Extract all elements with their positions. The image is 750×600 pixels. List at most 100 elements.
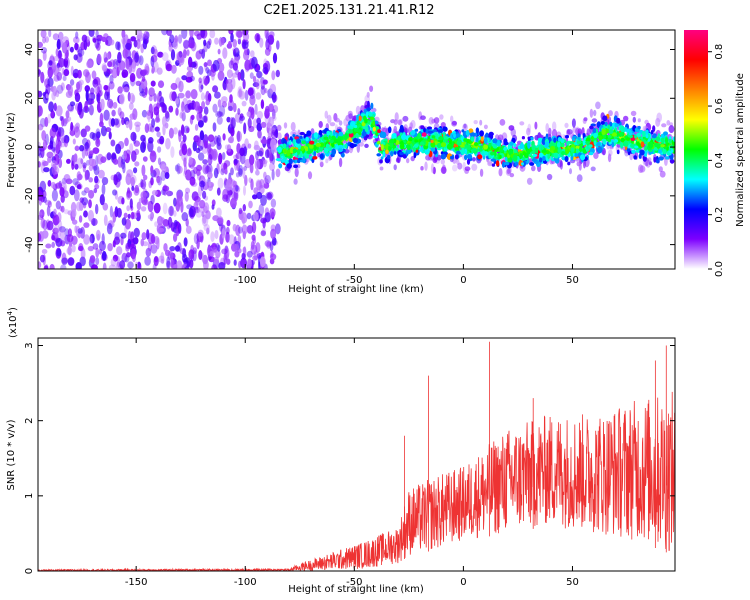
- heatmap-cell: [178, 130, 182, 143]
- heatmap-cell: [159, 96, 165, 107]
- heatmap-cell: [240, 69, 245, 81]
- x-tick-label: 0: [460, 577, 466, 588]
- heatmap-cell: [653, 156, 657, 163]
- heatmap-cell: [368, 112, 373, 117]
- heatmap-cell: [206, 69, 212, 77]
- heatmap-cell: [63, 174, 71, 183]
- heatmap-cell: [88, 235, 93, 245]
- heatmap-cell: [122, 37, 126, 50]
- heatmap-cell: [619, 141, 624, 149]
- heatmap-cell: [80, 158, 84, 165]
- heatmap-cell: [372, 120, 376, 126]
- heatmap-cell: [393, 138, 397, 144]
- heatmap-cell: [254, 140, 259, 150]
- heatmap-cell: [464, 166, 471, 171]
- heatmap-cell: [76, 201, 82, 212]
- heatmap-cell: [136, 201, 142, 211]
- heatmap-cell: [189, 30, 194, 38]
- heatmap-cell: [77, 69, 82, 79]
- heatmap-cell: [655, 144, 661, 148]
- heatmap-cell: [72, 178, 79, 186]
- heatmap-cell: [73, 153, 78, 163]
- x-tick-label: 50: [566, 275, 579, 286]
- heatmap-x-ticks: -150 -100 -50 0 50: [125, 30, 579, 286]
- heatmap-cell: [640, 141, 645, 148]
- heatmap-cell: [136, 210, 141, 218]
- heatmap-cell: [197, 120, 204, 128]
- heatmap-cell: [235, 185, 239, 192]
- heatmap-cell: [124, 137, 129, 147]
- heatmap-cell: [89, 255, 96, 264]
- heatmap-cell: [84, 149, 89, 157]
- heatmap-cell: [532, 153, 538, 157]
- heatmap-cell: [90, 218, 98, 226]
- heatmap-cell: [550, 145, 556, 151]
- heatmap-cell: [85, 89, 89, 102]
- heatmap-cell: [202, 163, 209, 175]
- heatmap-cell: [403, 124, 408, 133]
- heatmap-cell: [52, 61, 57, 70]
- heatmap-cell: [355, 105, 361, 115]
- heatmap-cell: [255, 92, 262, 100]
- heatmap-cell: [220, 168, 225, 176]
- heatmap-cell: [559, 160, 564, 170]
- heatmap-cell: [350, 120, 356, 127]
- heatmap-cell: [293, 178, 298, 185]
- heatmap-cell: [406, 148, 412, 155]
- heatmap-cell: [275, 69, 280, 78]
- heatmap-cell: [67, 228, 72, 237]
- heatmap-cell: [288, 139, 292, 146]
- heatmap-cell: [519, 121, 525, 126]
- heatmap-cell: [142, 156, 148, 162]
- heatmap-cell: [659, 170, 666, 178]
- heatmap-cell: [142, 138, 147, 150]
- heatmap-cell: [121, 117, 125, 126]
- heatmap-cell: [128, 64, 133, 74]
- heatmap-cell: [243, 122, 247, 135]
- heatmap-cell: [269, 151, 273, 164]
- heatmap-cell: [162, 184, 168, 196]
- heatmap-cell: [616, 117, 621, 124]
- heatmap-cell: [50, 181, 56, 189]
- heatmap-cell: [67, 245, 72, 256]
- heatmap-y-axis-label: Frequency (Hz): [6, 112, 17, 188]
- heatmap-cell: [199, 199, 206, 209]
- heatmap-cell: [154, 117, 161, 123]
- heatmap-cell: [209, 30, 216, 39]
- heatmap-cell: [420, 125, 425, 130]
- x-tick-label: -150: [125, 577, 148, 588]
- heatmap-cell: [141, 164, 146, 177]
- colorbar-tick-label: 0.0: [714, 261, 725, 277]
- heatmap-cell: [157, 157, 162, 165]
- heatmap-cell: [137, 261, 141, 268]
- heatmap-cell: [628, 134, 634, 139]
- heatmap-cell: [197, 145, 203, 151]
- x-tick-label: -100: [234, 275, 257, 286]
- heatmap-cell: [101, 36, 107, 43]
- heatmap-cell: [140, 206, 147, 212]
- heatmap-cell: [575, 145, 580, 150]
- heatmap-cell: [246, 212, 252, 220]
- heatmap-cell: [638, 164, 644, 173]
- heatmap-cell: [295, 138, 302, 144]
- heatmap-cell: [450, 132, 453, 140]
- heatmap-cell: [48, 101, 54, 112]
- heatmap-cell: [281, 155, 284, 159]
- heatmap-cell: [156, 176, 161, 184]
- heatmap-cell: [165, 249, 171, 257]
- y-tick-label: 2: [24, 417, 35, 423]
- heatmap-cell: [265, 149, 270, 159]
- heatmap-cell: [74, 42, 79, 51]
- heatmap-cell: [202, 115, 208, 123]
- heatmap-cell: [121, 69, 129, 78]
- heatmap-cell: [260, 230, 266, 237]
- heatmap-cell: [101, 183, 106, 196]
- heatmap-cell: [283, 148, 287, 154]
- heatmap-cell: [661, 123, 667, 128]
- heatmap-cell: [647, 157, 652, 162]
- heatmap-cell: [227, 40, 232, 49]
- heatmap-cell: [410, 119, 416, 129]
- heatmap-cell: [225, 79, 229, 85]
- heatmap-cell: [547, 153, 551, 160]
- heatmap-cell: [92, 217, 96, 227]
